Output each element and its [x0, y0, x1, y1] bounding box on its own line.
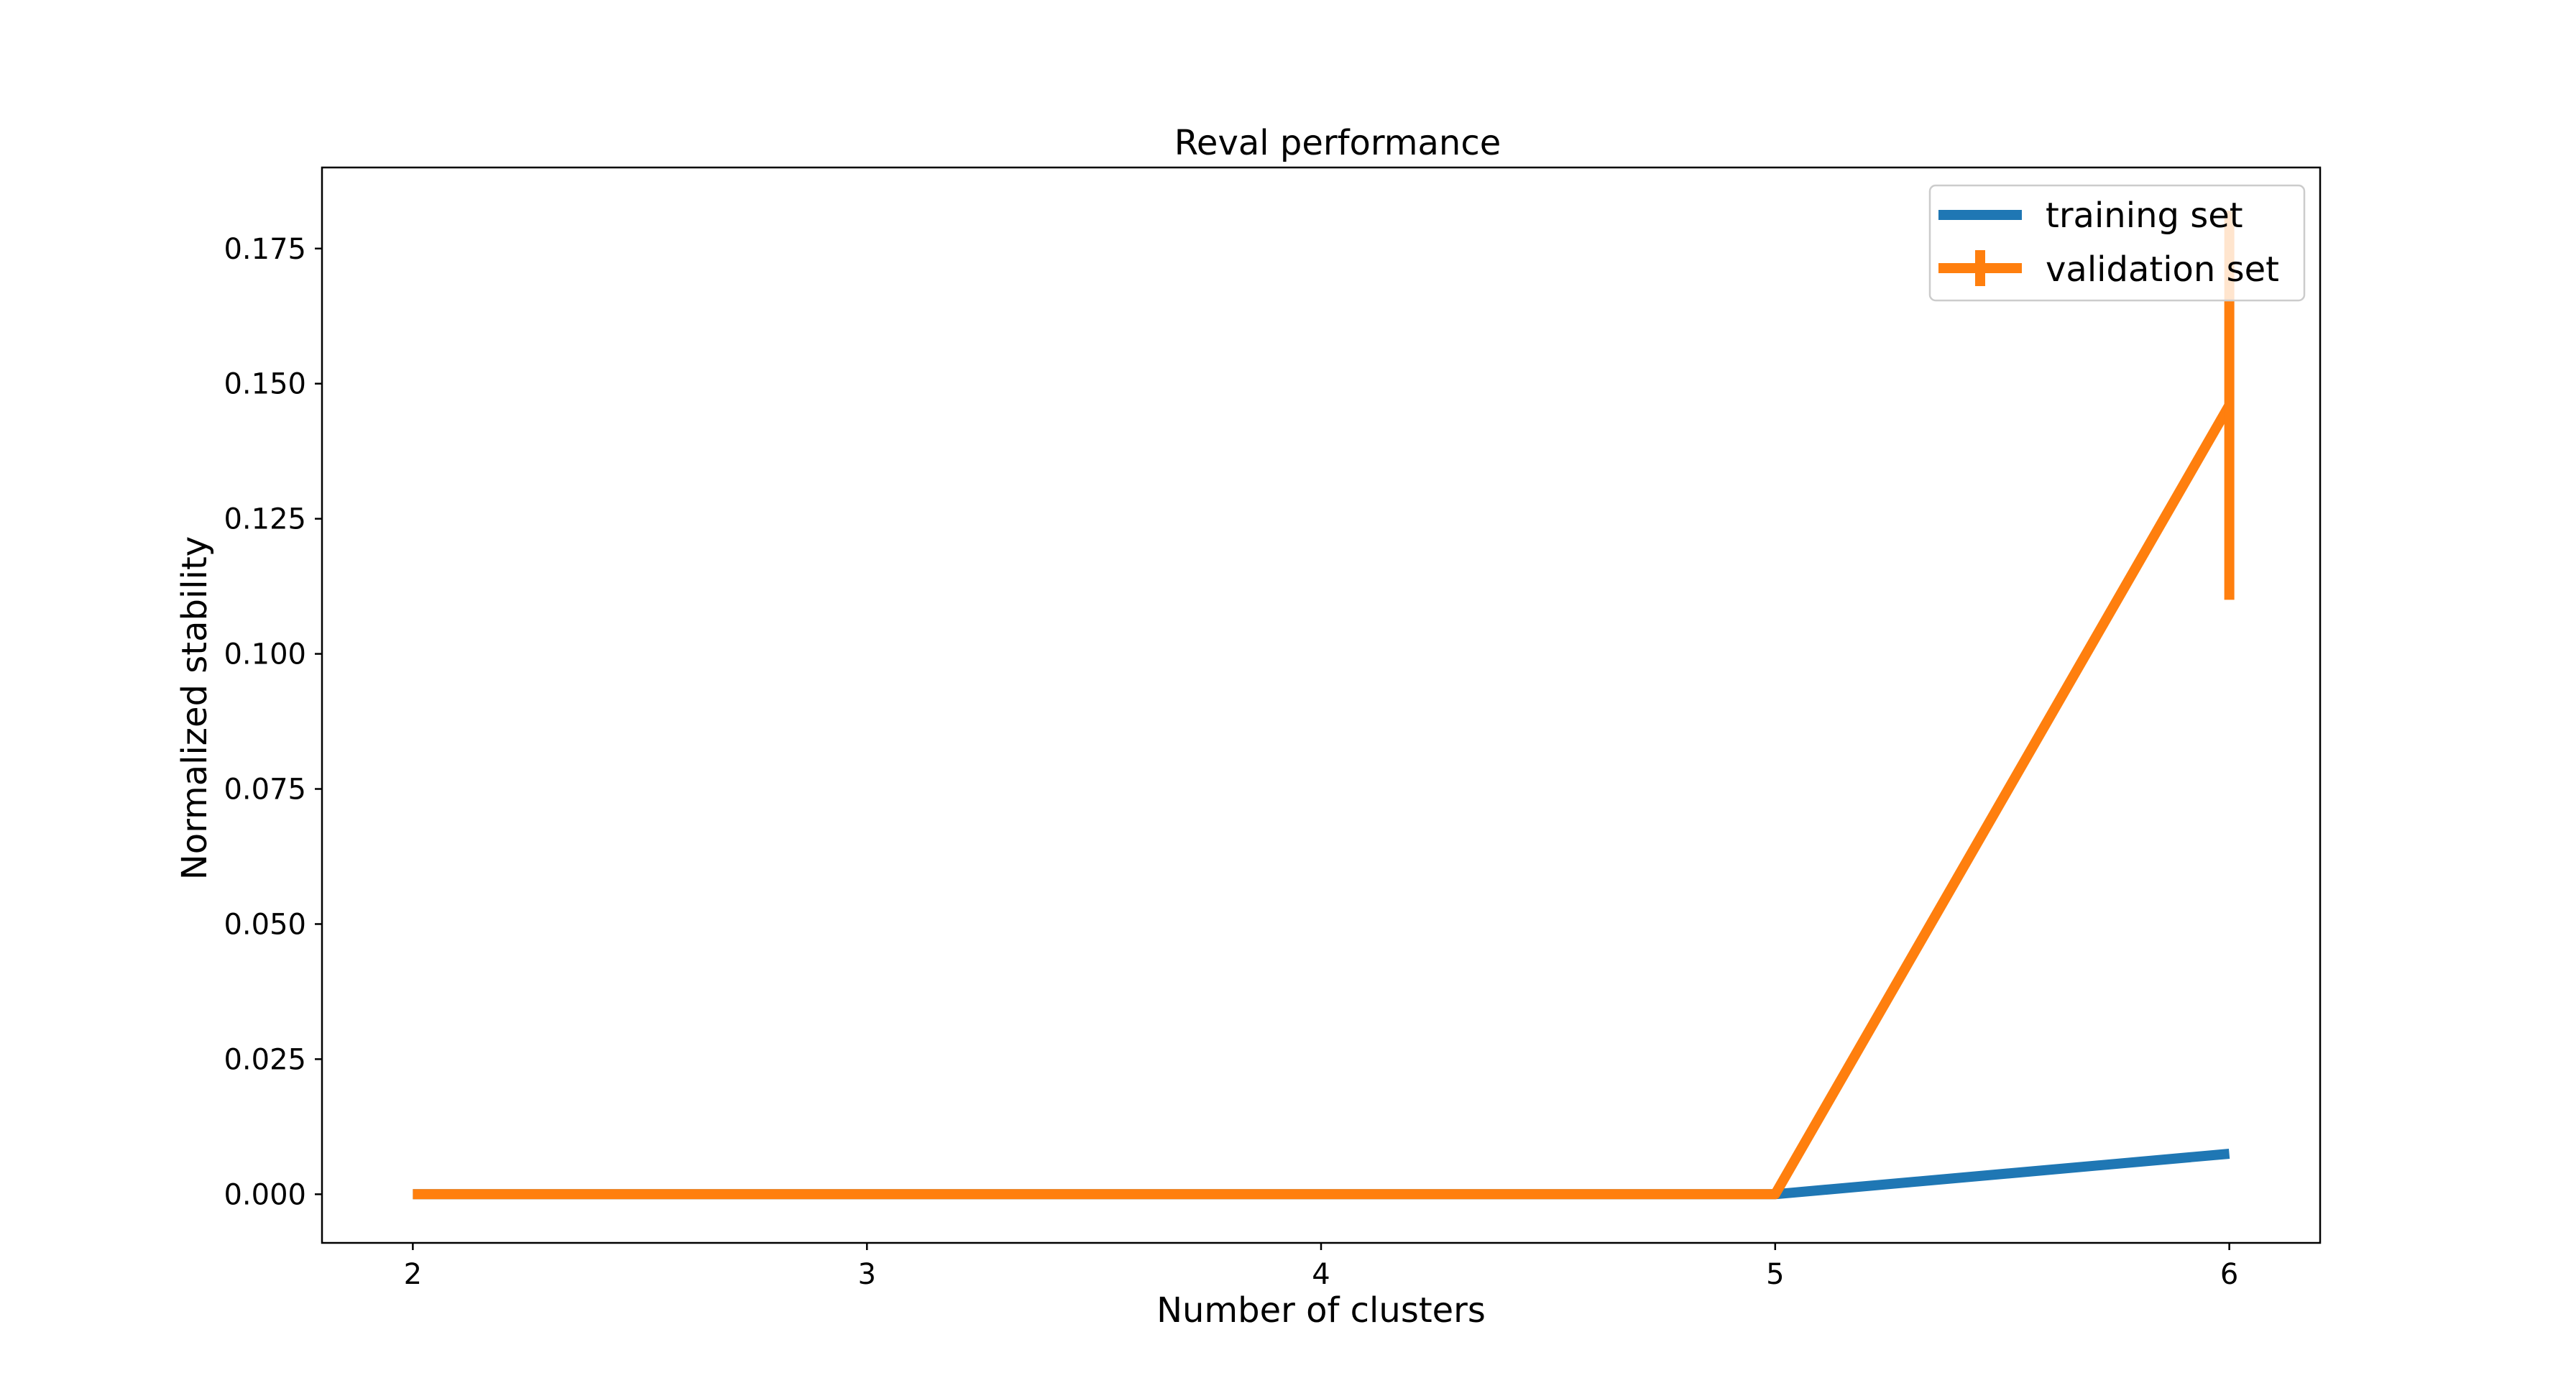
y-tick-label: 0.125 — [224, 503, 306, 536]
y-tick-label: 0.000 — [224, 1178, 306, 1211]
y-tick-label: 0.100 — [224, 638, 306, 671]
legend-box — [1928, 184, 2306, 302]
series-line-validation-set — [413, 403, 2234, 1200]
x-axis: 2 3 4 5 6 — [404, 1243, 2238, 1291]
chart-title: Reval performance — [1174, 123, 1501, 163]
x-tick-label: 6 — [2220, 1258, 2238, 1291]
x-tick-label: 4 — [1312, 1258, 1330, 1291]
legend-label-validation-set: validation set — [2046, 249, 2279, 290]
x-tick-label: 5 — [1766, 1258, 1784, 1291]
y-tick-label: 0.025 — [224, 1043, 306, 1076]
legend: training set validation set — [1928, 184, 2306, 302]
x-tick-label: 3 — [857, 1258, 875, 1291]
y-tick-label: 0.150 — [224, 368, 306, 401]
x-axis-title: Number of clusters — [1156, 1290, 1486, 1331]
y-axis: 0.000 0.025 0.050 0.075 0.100 0.125 0.150 0.175 — [224, 233, 322, 1211]
plot-area — [322, 167, 2320, 1243]
legend-label-training-set: training set — [2046, 196, 2243, 236]
y-axis-title: Normalized stability — [175, 536, 215, 880]
y-tick-label: 0.050 — [224, 908, 306, 941]
x-tick-label: 2 — [404, 1258, 422, 1291]
y-tick-label: 0.175 — [224, 233, 306, 266]
y-tick-label: 0.075 — [224, 773, 306, 807]
